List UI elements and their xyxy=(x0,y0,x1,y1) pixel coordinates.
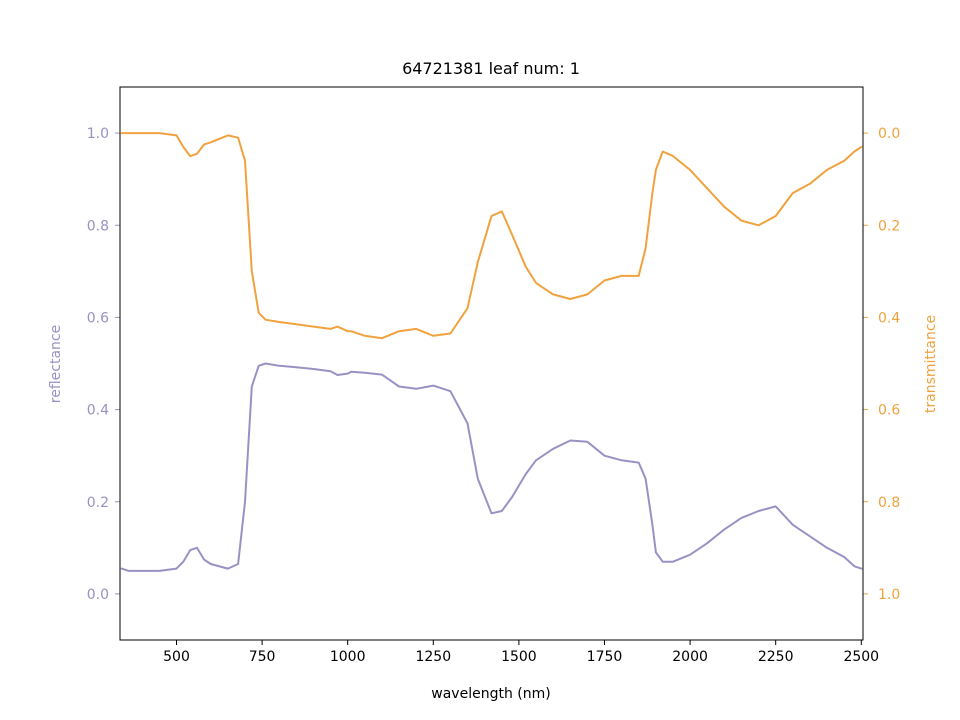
y-axis-right: 0.0 0.2 0.4 0.6 0.8 1.0 xyxy=(863,126,900,603)
x-axis: 500 750 1000 1250 1500 1750 2000 2250 2500 xyxy=(163,640,879,665)
x-tick-label: 1750 xyxy=(587,649,623,665)
y-left-tick-label: 0.8 xyxy=(87,218,109,234)
y-axis-right-label: transmittance xyxy=(923,315,939,413)
y-left-tick-label: 0.4 xyxy=(87,403,109,419)
x-tick-label: 2250 xyxy=(758,649,794,665)
x-tick-label: 750 xyxy=(249,649,276,665)
y-right-tick-label: 0.6 xyxy=(878,403,900,419)
x-tick-label: 2500 xyxy=(843,649,879,665)
x-tick-label: 1250 xyxy=(415,649,451,665)
x-axis-label: wavelength (nm) xyxy=(431,686,550,702)
y-left-tick-label: 0.0 xyxy=(87,587,109,603)
y-right-tick-label: 0.0 xyxy=(878,126,900,142)
y-right-tick-label: 0.8 xyxy=(878,495,900,511)
x-tick-label: 1500 xyxy=(501,649,537,665)
y-axis-left: 0.0 0.2 0.4 0.6 0.8 1.0 xyxy=(87,126,120,603)
x-tick-label: 2000 xyxy=(672,649,708,665)
reflectance-series-line xyxy=(120,362,863,572)
y-right-tick-label: 0.2 xyxy=(878,218,900,234)
plot-frame xyxy=(119,86,864,641)
y-left-tick-label: 0.6 xyxy=(87,310,109,326)
y-left-tick-label: 1.0 xyxy=(87,126,109,142)
x-tick-label: 1000 xyxy=(330,649,366,665)
y-right-tick-label: 0.4 xyxy=(878,310,900,326)
y-right-tick-label: 1.0 xyxy=(878,587,900,603)
y-axis-left-label: reflectance xyxy=(48,325,64,403)
x-tick-label: 500 xyxy=(163,649,190,665)
chart-title: 64721381 leaf num: 1 xyxy=(402,59,580,78)
y-left-tick-label: 0.2 xyxy=(87,495,109,511)
plot-area xyxy=(120,132,863,572)
transmittance-series-line xyxy=(120,132,863,340)
